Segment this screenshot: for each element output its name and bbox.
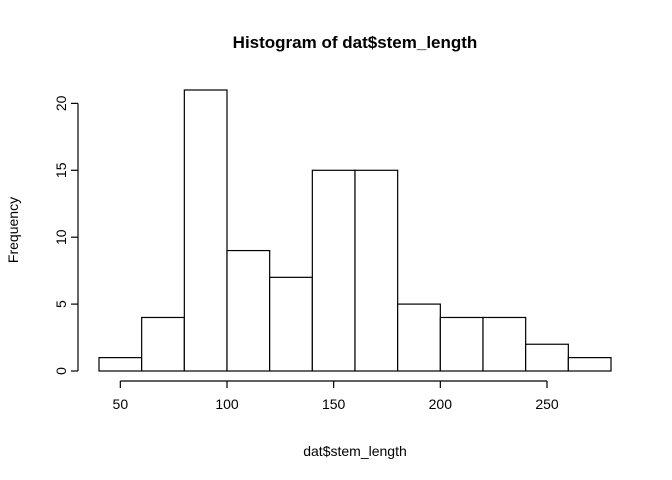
x-tick-label: 250 (535, 396, 559, 412)
y-tick-label: 20 (53, 95, 69, 111)
x-tick-label: 100 (215, 396, 239, 412)
histogram-bar (439, 316, 484, 372)
y-tick-label: 10 (53, 229, 69, 245)
histogram-bar (311, 169, 356, 372)
x-axis-label: dat$stem_length (303, 443, 407, 459)
histogram-bar (98, 357, 143, 372)
x-axis: 50 100 150 200 250 (113, 380, 559, 412)
y-tick-label: 15 (53, 162, 69, 178)
y-axis-label: Frequency (5, 197, 21, 263)
histogram-bar (354, 169, 399, 372)
histogram-bar (183, 89, 228, 372)
chart-title: Histogram of dat$stem_length (233, 33, 478, 52)
x-tick-label: 200 (429, 396, 453, 412)
x-tick-label: 50 (113, 396, 129, 412)
histogram-bar (226, 249, 271, 372)
y-tick-label: 0 (53, 367, 69, 375)
y-axis: 0 5 10 15 20 (53, 95, 79, 375)
bars-group (98, 89, 612, 372)
histogram-bar (482, 316, 527, 372)
histogram-bar (525, 343, 569, 372)
histogram-bar (269, 276, 313, 372)
y-tick-label: 5 (53, 300, 69, 308)
x-tick-label: 150 (322, 396, 346, 412)
histogram-bar (141, 316, 185, 372)
histogram-bar (397, 303, 441, 372)
histogram-bar (567, 357, 612, 372)
